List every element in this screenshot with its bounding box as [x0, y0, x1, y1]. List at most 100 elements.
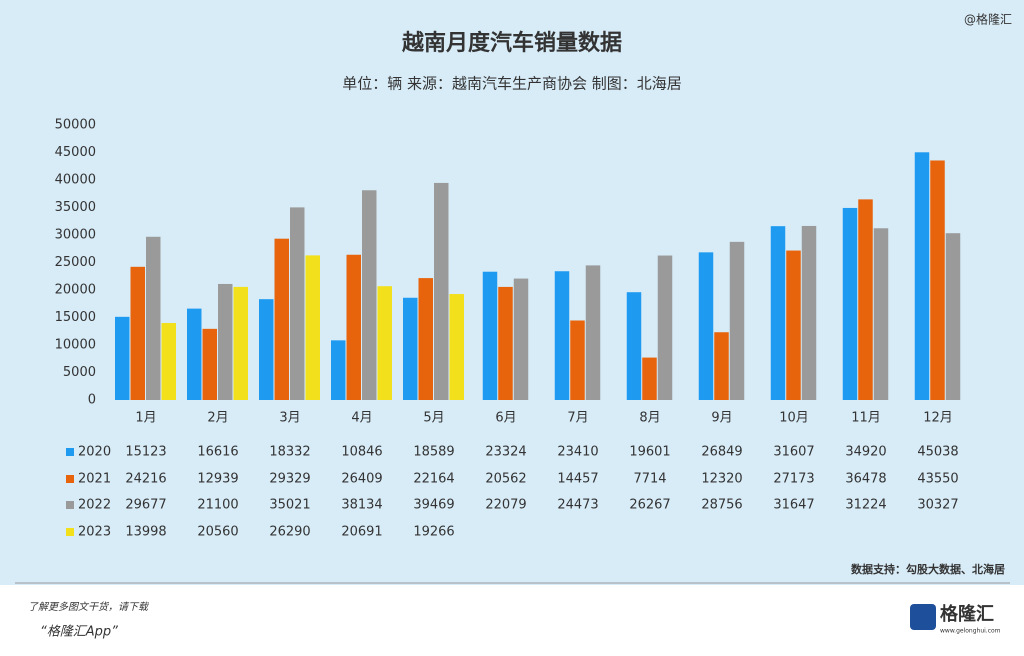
table-value: 45038 [917, 445, 958, 460]
table-value: 36478 [845, 472, 886, 487]
table-value: 23324 [485, 445, 526, 460]
y-tick-label: 35000 [55, 200, 96, 215]
bar [513, 278, 529, 400]
y-tick-label: 20000 [55, 283, 96, 298]
chart-title: 越南月度汽车销量数据 [401, 30, 622, 56]
legend-marker [66, 448, 74, 456]
bar [801, 225, 817, 400]
table-value: 15123 [125, 445, 166, 460]
bar [842, 207, 858, 400]
bar [362, 190, 377, 400]
bar [642, 357, 657, 400]
table-value: 14457 [557, 472, 598, 487]
bar [290, 207, 305, 400]
table-value: 10846 [341, 445, 382, 460]
y-tick-label: 10000 [55, 338, 96, 353]
y-tick-label: 0 [88, 393, 96, 408]
legend-label: 2021 [78, 472, 111, 487]
bar [945, 233, 961, 400]
bar [377, 286, 392, 400]
table-value: 12939 [197, 472, 238, 487]
legend-label: 2020 [78, 445, 111, 460]
bar [233, 286, 248, 400]
promo-text: 了解更多图文干货，请下载 [28, 601, 150, 613]
table-value: 22164 [413, 472, 454, 487]
table-value: 26290 [269, 525, 310, 540]
legend-marker [66, 501, 74, 509]
bar [626, 292, 642, 400]
y-tick-label: 40000 [55, 173, 96, 188]
bar [115, 316, 130, 400]
bar [498, 286, 513, 400]
logo-icon [910, 604, 936, 630]
bar [218, 283, 233, 400]
y-tick-label: 30000 [55, 228, 96, 243]
bar [346, 254, 361, 400]
bar [585, 265, 601, 400]
y-tick-label: 45000 [55, 145, 96, 160]
y-tick-label: 25000 [55, 255, 96, 270]
source-note: 数据支持：勾股大数据、北海居 [851, 562, 1005, 576]
table-value: 20562 [485, 472, 526, 487]
legend-label: 2023 [78, 525, 111, 540]
x-tick-label: 12月 [923, 411, 953, 426]
x-tick-label: 11月 [851, 411, 881, 426]
bar [698, 252, 714, 400]
x-tick-label: 10月 [779, 411, 809, 426]
bar [403, 297, 418, 400]
bar [146, 236, 161, 400]
table-value: 24216 [125, 472, 166, 487]
bar [729, 241, 745, 400]
bar [434, 182, 449, 400]
y-tick-label: 15000 [55, 310, 96, 325]
bar [554, 271, 570, 400]
bar [259, 299, 274, 400]
table-value: 7714 [633, 472, 666, 487]
table-value: 34920 [845, 445, 886, 460]
table-value: 26409 [341, 472, 382, 487]
table-value: 39469 [413, 498, 454, 513]
bar [305, 255, 320, 400]
table-value: 13998 [125, 525, 166, 540]
table-value: 18589 [413, 445, 454, 460]
bar [858, 199, 873, 400]
table-value: 20560 [197, 525, 238, 540]
x-tick-label: 6月 [495, 411, 516, 426]
bar [331, 340, 346, 400]
x-tick-label: 5月 [423, 411, 444, 426]
table-value: 31647 [773, 498, 814, 513]
x-tick-label: 1月 [135, 411, 156, 426]
legend-marker [66, 528, 74, 536]
table-value: 22079 [485, 498, 526, 513]
table-value: 21100 [197, 498, 238, 513]
y-tick-label: 5000 [63, 365, 96, 380]
legend-label: 2022 [78, 498, 111, 513]
table-value: 29677 [125, 498, 166, 513]
table-value: 28756 [701, 498, 742, 513]
bar [130, 266, 145, 400]
bar [770, 226, 786, 400]
x-tick-label: 4月 [351, 411, 372, 426]
table-value: 43550 [917, 472, 958, 487]
bar [418, 278, 433, 400]
table-value: 24473 [557, 498, 598, 513]
y-tick-label: 50000 [55, 118, 96, 133]
logo-text: 格隆汇 [940, 603, 994, 625]
promo-app: “格隆汇App” [40, 625, 118, 640]
table-value: 12320 [701, 472, 742, 487]
watermark: @格隆汇 [964, 12, 1012, 27]
table-value: 19266 [413, 525, 454, 540]
table-value: 18332 [269, 445, 310, 460]
bar [161, 323, 176, 400]
chart-subtitle: 单位：辆 来源：越南汽车生产商协会 制图：北海居 [342, 75, 682, 93]
table-value: 20691 [341, 525, 382, 540]
table-value: 19601 [629, 445, 670, 460]
table-value: 27173 [773, 472, 814, 487]
x-tick-label: 8月 [639, 411, 660, 426]
table-value: 35021 [269, 498, 310, 513]
bar [657, 255, 673, 400]
table-value: 38134 [341, 498, 382, 513]
logo-url: www.gelonghui.com [940, 628, 1001, 635]
